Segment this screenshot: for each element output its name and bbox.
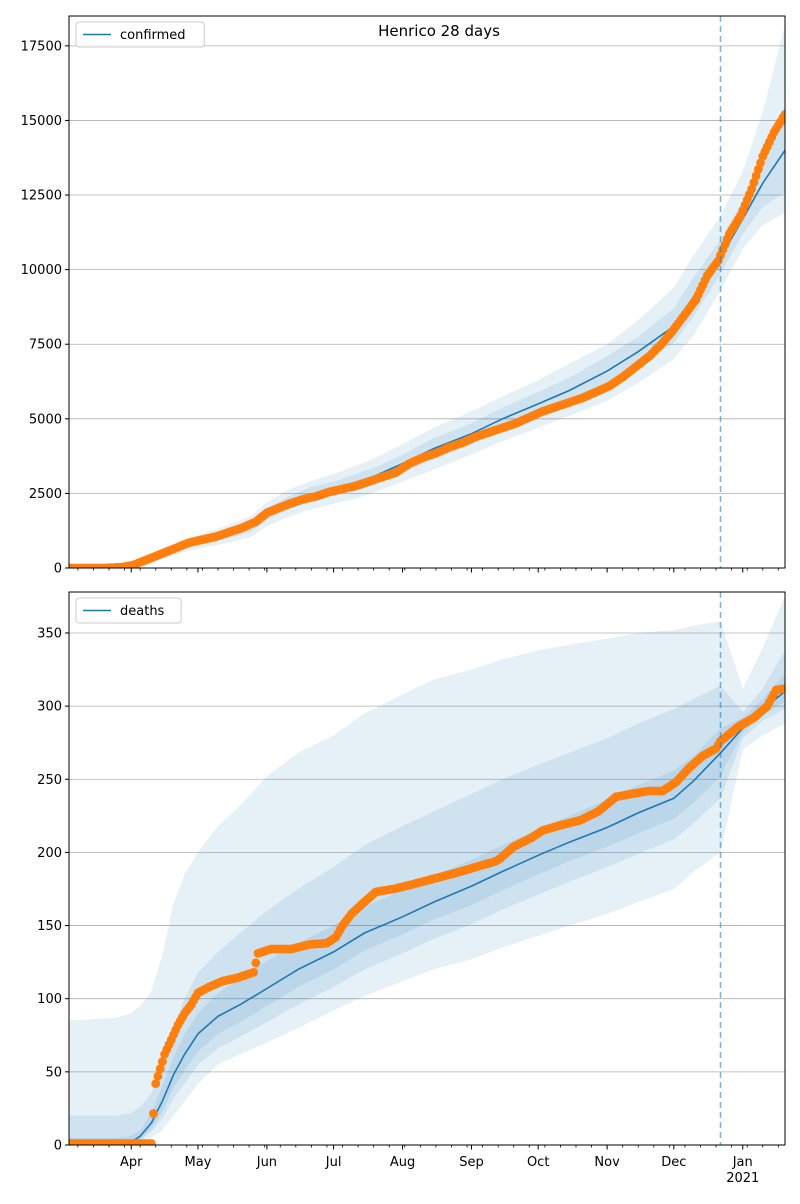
- confirmed-ytick-label-1: 2500: [29, 487, 62, 502]
- confirmed-ytick-label-2: 5000: [29, 412, 62, 427]
- deaths-ytick-label-3: 150: [37, 919, 62, 934]
- deaths-panel: 0 50 100 150 200 250 300 350 Apr May Jun Jul Aug Sep O…: [37, 591, 786, 1186]
- xtick-label-sep: Sep: [459, 1155, 484, 1170]
- deaths-observed-point: [780, 684, 785, 693]
- deaths-observed-point: [155, 1064, 165, 1074]
- deaths-observed-point: [149, 1109, 158, 1118]
- deaths-ytick-label-2: 100: [37, 992, 62, 1007]
- deaths-observed-point: [153, 1071, 163, 1081]
- confirmed-axes-frame: [68, 15, 786, 569]
- deaths-ytick-label-1: 50: [45, 1065, 62, 1080]
- deaths-ytick-label-5: 250: [37, 773, 62, 788]
- confirmed-ytick-label-0: 0: [54, 562, 62, 577]
- confirmed-legend-box: [75, 21, 205, 48]
- xtick-label-nov: Nov: [594, 1155, 620, 1170]
- deaths-observed-point: [151, 1079, 161, 1088]
- xtick-label-jul: Jul: [325, 1155, 342, 1170]
- confirmed-legend: confirmed: [75, 21, 205, 48]
- deaths-observed-points: [69, 684, 785, 1145]
- xtick-label-may: May: [185, 1155, 212, 1170]
- confirmed-observed-points: [69, 110, 785, 568]
- confirmed-band-1: [69, 105, 785, 568]
- deaths-band-1: [69, 650, 785, 1145]
- xtick-label-jan: Jan: [732, 1155, 753, 1170]
- deaths-band-2: [69, 673, 785, 1145]
- confirmed-legend-label: confirmed: [120, 28, 186, 43]
- deaths-plot-area: [69, 596, 785, 1145]
- confirmed-plot-area: [69, 25, 785, 568]
- deaths-ytick-label-4: 200: [37, 846, 62, 861]
- deaths-ytick-label-7: 350: [37, 626, 62, 641]
- deaths-observed-point: [146, 1139, 156, 1145]
- confirmed-observed-point: [749, 178, 759, 187]
- confirmed-panel: 0 2500 5000 7500 10000 12500 15000 17500 Henrico…: [21, 15, 786, 577]
- confirmed-ytick-label-6: 15000: [21, 114, 62, 129]
- deaths-ytick-label-0: 0: [54, 1139, 62, 1154]
- confirmed-ytick-label-3: 7500: [29, 338, 62, 353]
- confirmed-observed-point: [756, 158, 765, 168]
- confirmed-observed-point: [753, 165, 763, 174]
- deaths-legend: deaths: [75, 597, 182, 624]
- xtick-label-jun: Jun: [256, 1155, 277, 1170]
- deaths-median-line: [69, 690, 785, 1145]
- deaths-ytick-label-6: 300: [37, 700, 62, 715]
- xtick-label-dec: Dec: [661, 1155, 686, 1170]
- confirmed-observed-point: [780, 110, 785, 119]
- deaths-legend-box: [75, 597, 182, 624]
- confirmed-ytick-label-7: 17500: [21, 39, 62, 54]
- xtick-label-oct: Oct: [527, 1155, 549, 1170]
- deaths-axes-frame: [68, 591, 786, 1146]
- xtick-label-aug: Aug: [390, 1155, 415, 1170]
- deaths-observed-point: [249, 968, 258, 977]
- xtick-sublabel-year: 2021: [726, 1171, 759, 1186]
- deaths-observed-point: [158, 1057, 167, 1066]
- deaths-legend-label: deaths: [120, 604, 165, 619]
- deaths-observed-point: [251, 958, 261, 968]
- confirmed-observed-point: [747, 184, 756, 194]
- xtick-label-apr: Apr: [120, 1155, 143, 1170]
- chart-title: Henrico 28 days: [378, 22, 500, 40]
- deaths-band-0: [69, 596, 785, 1145]
- confirmed-ytick-label-4: 10000: [21, 263, 62, 278]
- confirmed-ytick-label-5: 12500: [21, 189, 62, 204]
